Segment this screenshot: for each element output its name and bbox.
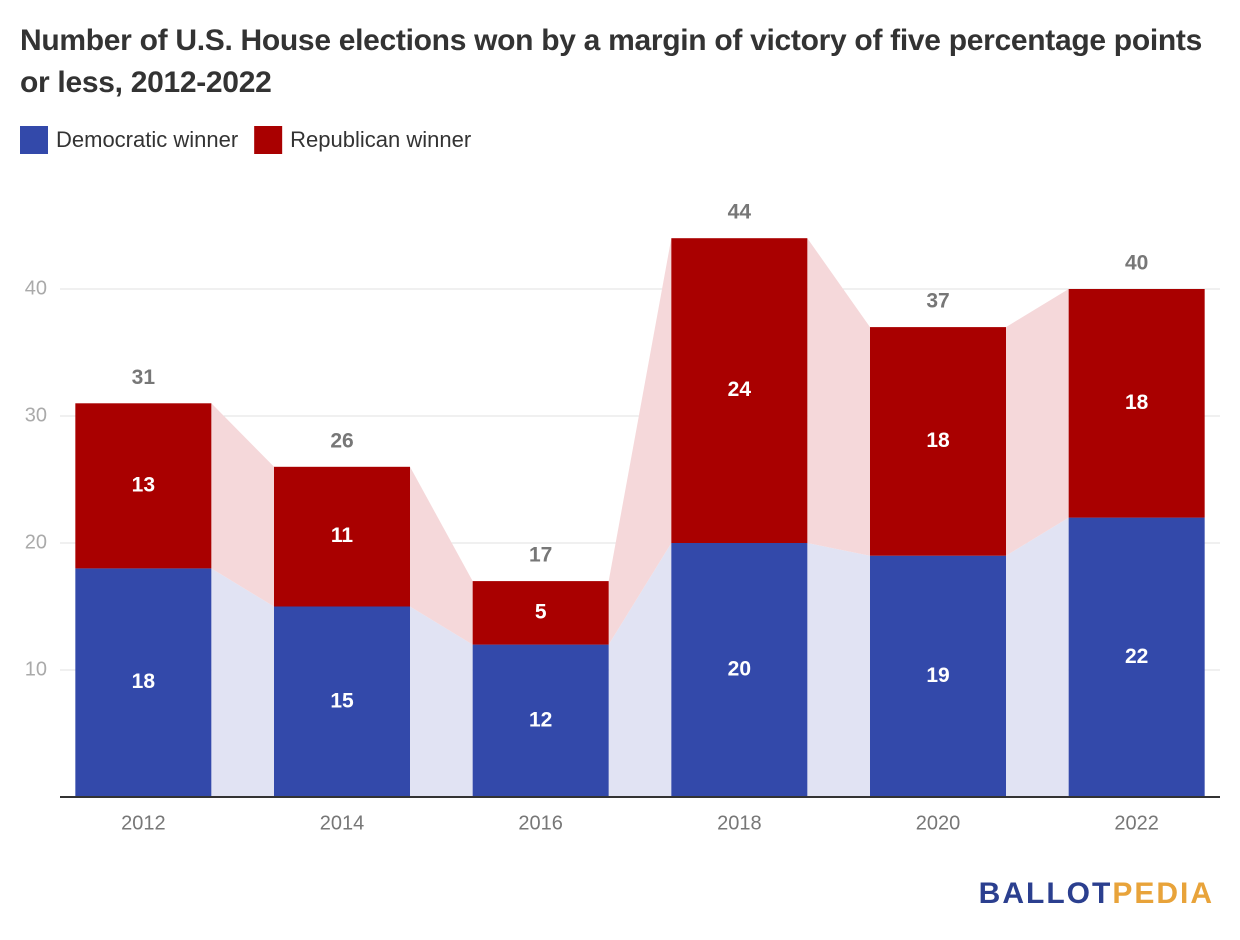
connector	[211, 403, 274, 607]
x-tick-label: 2016	[518, 812, 563, 834]
logo-part: PEDIA	[1112, 877, 1214, 910]
bar	[1068, 289, 1205, 518]
total-label: 31	[132, 366, 156, 389]
chart-title: Number of U.S. House elections won by a …	[20, 24, 1202, 99]
connector	[410, 466, 473, 645]
y-tick-label: 10	[25, 658, 47, 680]
value-label: 24	[728, 378, 752, 401]
legend-swatch	[20, 126, 48, 154]
value-label: 18	[926, 429, 950, 452]
value-label: 18	[132, 670, 156, 693]
y-tick-label: 40	[25, 277, 47, 299]
value-label: 19	[926, 664, 949, 687]
connector	[807, 238, 870, 556]
total-label: 44	[728, 201, 752, 224]
legend-label: Democratic winner	[56, 127, 238, 152]
value-label: 15	[330, 689, 354, 712]
bar	[671, 543, 808, 797]
connector	[1006, 289, 1069, 556]
value-label: 12	[529, 708, 552, 731]
value-label: 18	[1125, 391, 1149, 414]
bar	[870, 555, 1006, 797]
legend-label: Republican winner	[290, 127, 471, 152]
value-label: 22	[1125, 645, 1148, 668]
bar	[472, 581, 609, 645]
total-label: 40	[1125, 252, 1148, 275]
bar	[870, 327, 1006, 556]
value-label: 20	[728, 658, 751, 681]
connector	[608, 238, 672, 645]
value-label: 13	[132, 473, 155, 496]
connector	[807, 543, 870, 797]
bar	[671, 238, 808, 543]
value-label: 5	[535, 600, 547, 623]
x-tick-label: 2020	[916, 812, 961, 834]
bar	[274, 606, 410, 797]
connector	[211, 568, 274, 797]
y-tick-label: 30	[25, 404, 47, 426]
x-tick-label: 2018	[717, 812, 762, 834]
bar	[472, 644, 609, 797]
x-tick-label: 2014	[320, 812, 365, 834]
logo: BALLOTPEDIA	[979, 877, 1214, 910]
total-label: 37	[926, 290, 949, 313]
bar	[75, 568, 212, 797]
x-tick-label: 2012	[121, 812, 166, 834]
legend-swatch	[254, 126, 283, 154]
bar	[1068, 517, 1205, 797]
connector	[1006, 517, 1069, 797]
bar	[75, 403, 212, 569]
connector	[608, 543, 672, 797]
value-label: 11	[331, 524, 354, 547]
x-tick-label: 2022	[1114, 812, 1159, 834]
logo-part: BALLOT	[979, 877, 1113, 910]
bar	[274, 466, 410, 607]
y-tick-label: 20	[25, 531, 47, 553]
connector	[410, 606, 473, 797]
total-label: 26	[330, 429, 353, 452]
total-label: 17	[529, 544, 552, 567]
